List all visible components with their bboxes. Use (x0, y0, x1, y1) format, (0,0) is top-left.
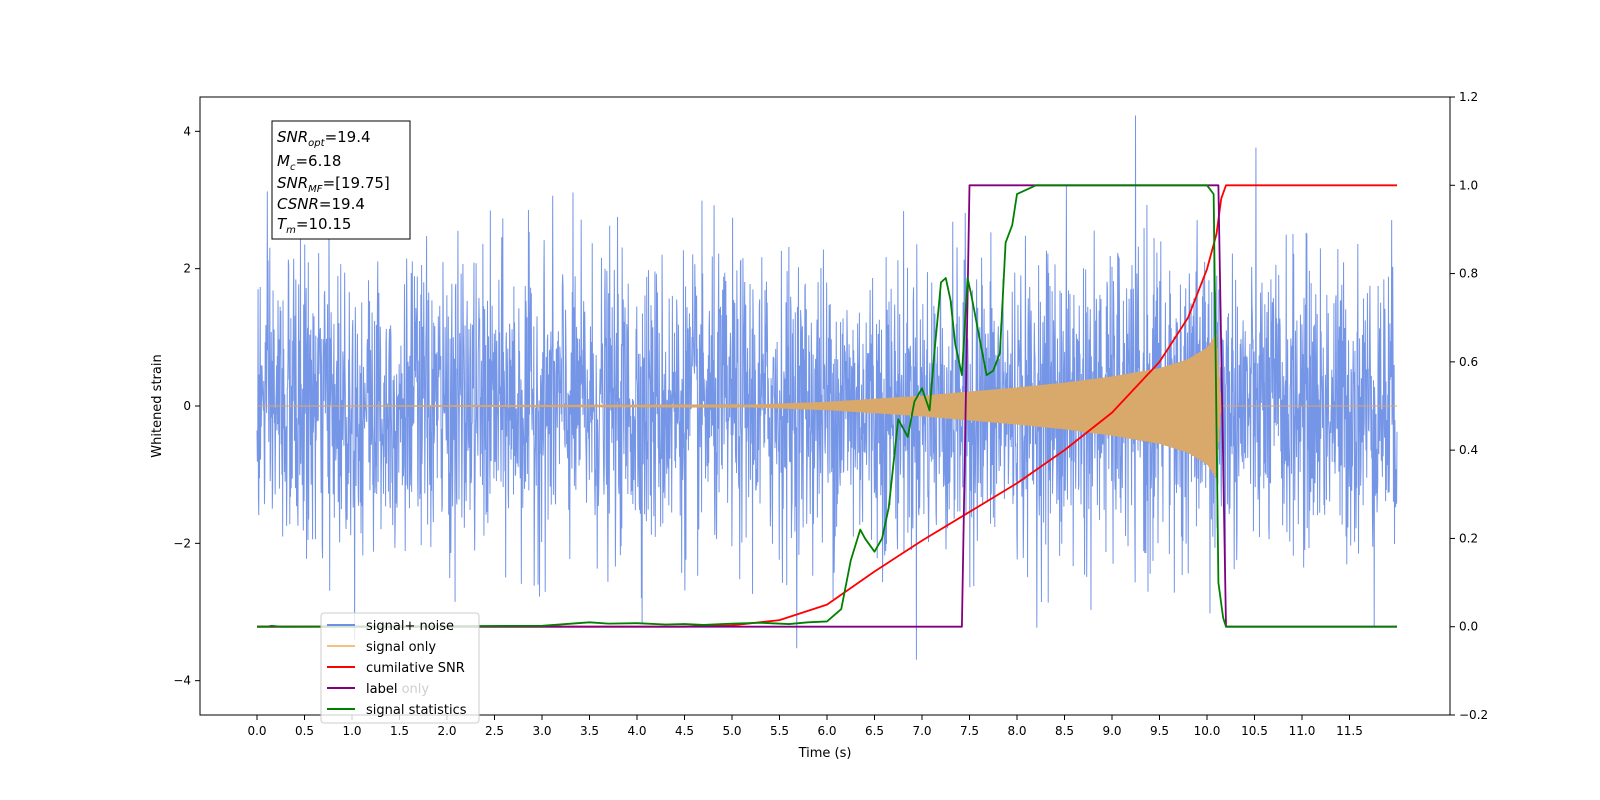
x-tick-label: 4.5 (675, 724, 694, 738)
x-tick-label: 7.5 (960, 724, 979, 738)
y-left-tick-label: 2 (183, 262, 191, 276)
x-tick-label: 2.5 (485, 724, 504, 738)
legend-ghost-text: label only (366, 682, 429, 697)
y-right-tick-label: 0.6 (1459, 355, 1478, 369)
x-tick-label: 0.5 (295, 724, 314, 738)
legend-label-signal-noise: signal+ noise (366, 619, 454, 634)
x-tick-label: 5.0 (722, 724, 741, 738)
x-tick-label: 6.0 (817, 724, 836, 738)
y-right-tick-label: 0.0 (1459, 620, 1478, 634)
legend-label-signal-only: signal only (366, 640, 436, 655)
annotation-mc: 6.18 (308, 152, 341, 170)
y-right-tick-label: 1.2 (1459, 90, 1478, 104)
y-left-tick-label: −2 (173, 536, 191, 550)
x-tick-label: 11.5 (1336, 724, 1363, 738)
annotation-csnr: 19.4 (332, 195, 365, 213)
x-tick-label: 7.0 (912, 724, 931, 738)
y-left-tick-label: 4 (183, 124, 191, 138)
x-tick-label: 3.5 (580, 724, 599, 738)
x-tick-label: 4.0 (627, 724, 646, 738)
x-axis: 0.0 0.5 1.0 1.5 2.0 2.5 3.0 3.5 4.0 4.5 5.0 5.5 6.0 6… (247, 715, 1363, 738)
right-axis-series (257, 184, 1397, 628)
annotation-snr-opt: 19.4 (337, 128, 370, 146)
legend: label only signal+ noise signal only cum… (320, 612, 480, 724)
x-tick-label: 11.0 (1289, 724, 1316, 738)
x-tick-label: 5.5 (770, 724, 789, 738)
y-left-tick-label: 0 (183, 399, 191, 413)
legend-label-signal-statistics: signal statistics (366, 703, 467, 718)
svg-text:Mc=6.18: Mc=6.18 (277, 152, 341, 173)
annotation-tm: 10.15 (309, 215, 352, 233)
y-right-tick-label: −0.2 (1459, 708, 1488, 722)
y-right-tick-label: 0.8 (1459, 267, 1478, 281)
x-tick-label: 1.5 (390, 724, 409, 738)
svg-text:Tm=10.15: Tm=10.15 (277, 215, 351, 236)
legend-label-cumulative-snr: cumilative SNR (366, 661, 465, 676)
x-tick-label: 10.0 (1194, 724, 1221, 738)
y-right-tick-label: 0.2 (1459, 531, 1478, 545)
x-tick-label: 0.0 (247, 724, 266, 738)
x-tick-label: 8.0 (1007, 724, 1026, 738)
y-axis-left: −4 −2 0 2 4 (173, 124, 200, 688)
svg-text:CSNR=19.4: CSNR=19.4 (277, 195, 365, 213)
y-right-tick-label: 0.4 (1459, 443, 1478, 457)
signal-only-line (257, 333, 1397, 478)
legend-label-label: label (366, 682, 397, 697)
y-axis-label: Whitened strain (150, 354, 165, 457)
x-tick-label: 9.5 (1150, 724, 1169, 738)
svg-text:SNRopt=19.4: SNRopt=19.4 (277, 128, 371, 149)
y-left-tick-label: −4 (173, 674, 191, 688)
x-tick-label: 10.5 (1241, 724, 1268, 738)
cumulative-snr-line (257, 184, 1397, 628)
annotation-box: SNRopt=19.4 Mc=6.18 SNRMF=[19.75] CSNR=1… (271, 120, 411, 240)
y-axis-right: −0.2 0.0 0.2 0.4 0.6 0.8 1.0 1.2 (1450, 90, 1488, 722)
x-tick-label: 8.5 (1055, 724, 1074, 738)
x-tick-label: 9.0 (1102, 724, 1121, 738)
signal-only-series (257, 333, 1397, 478)
x-tick-label: 3.0 (532, 724, 551, 738)
x-tick-label: 6.5 (865, 724, 884, 738)
x-axis-label: Time (s) (798, 746, 852, 761)
x-tick-label: 2.0 (437, 724, 456, 738)
y-right-tick-label: 1.0 (1459, 178, 1478, 192)
svg-text:SNRMF=[19.75]: SNRMF=[19.75] (277, 174, 390, 195)
annotation-snr-mf: [19.75] (335, 174, 390, 192)
signal-statistics-line (257, 184, 1397, 628)
x-tick-label: 1.0 (342, 724, 361, 738)
